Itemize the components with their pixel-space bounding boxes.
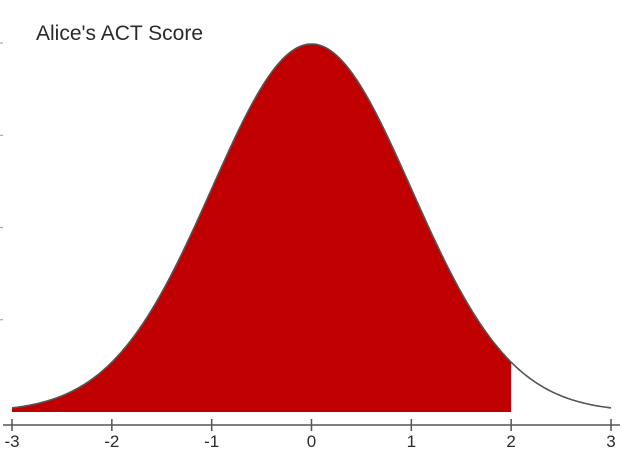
shaded-area xyxy=(12,44,512,412)
y-axis xyxy=(0,42,3,321)
x-tick-label: -3 xyxy=(4,432,19,451)
x-axis: -3 -2 -1 0 1 2 3 xyxy=(3,419,620,451)
shaded-area-layer xyxy=(12,44,512,412)
x-tick-label: 2 xyxy=(506,432,515,451)
x-tick-label: 0 xyxy=(307,432,316,451)
x-tick-label: -1 xyxy=(204,432,219,451)
x-tick-label: 1 xyxy=(407,432,416,451)
curve-layer xyxy=(11,43,612,409)
chart-title: Alice's ACT Score xyxy=(36,22,204,45)
density-curve xyxy=(11,43,612,409)
x-tick-label: -2 xyxy=(104,432,119,451)
x-tick-label: 3 xyxy=(606,432,615,451)
